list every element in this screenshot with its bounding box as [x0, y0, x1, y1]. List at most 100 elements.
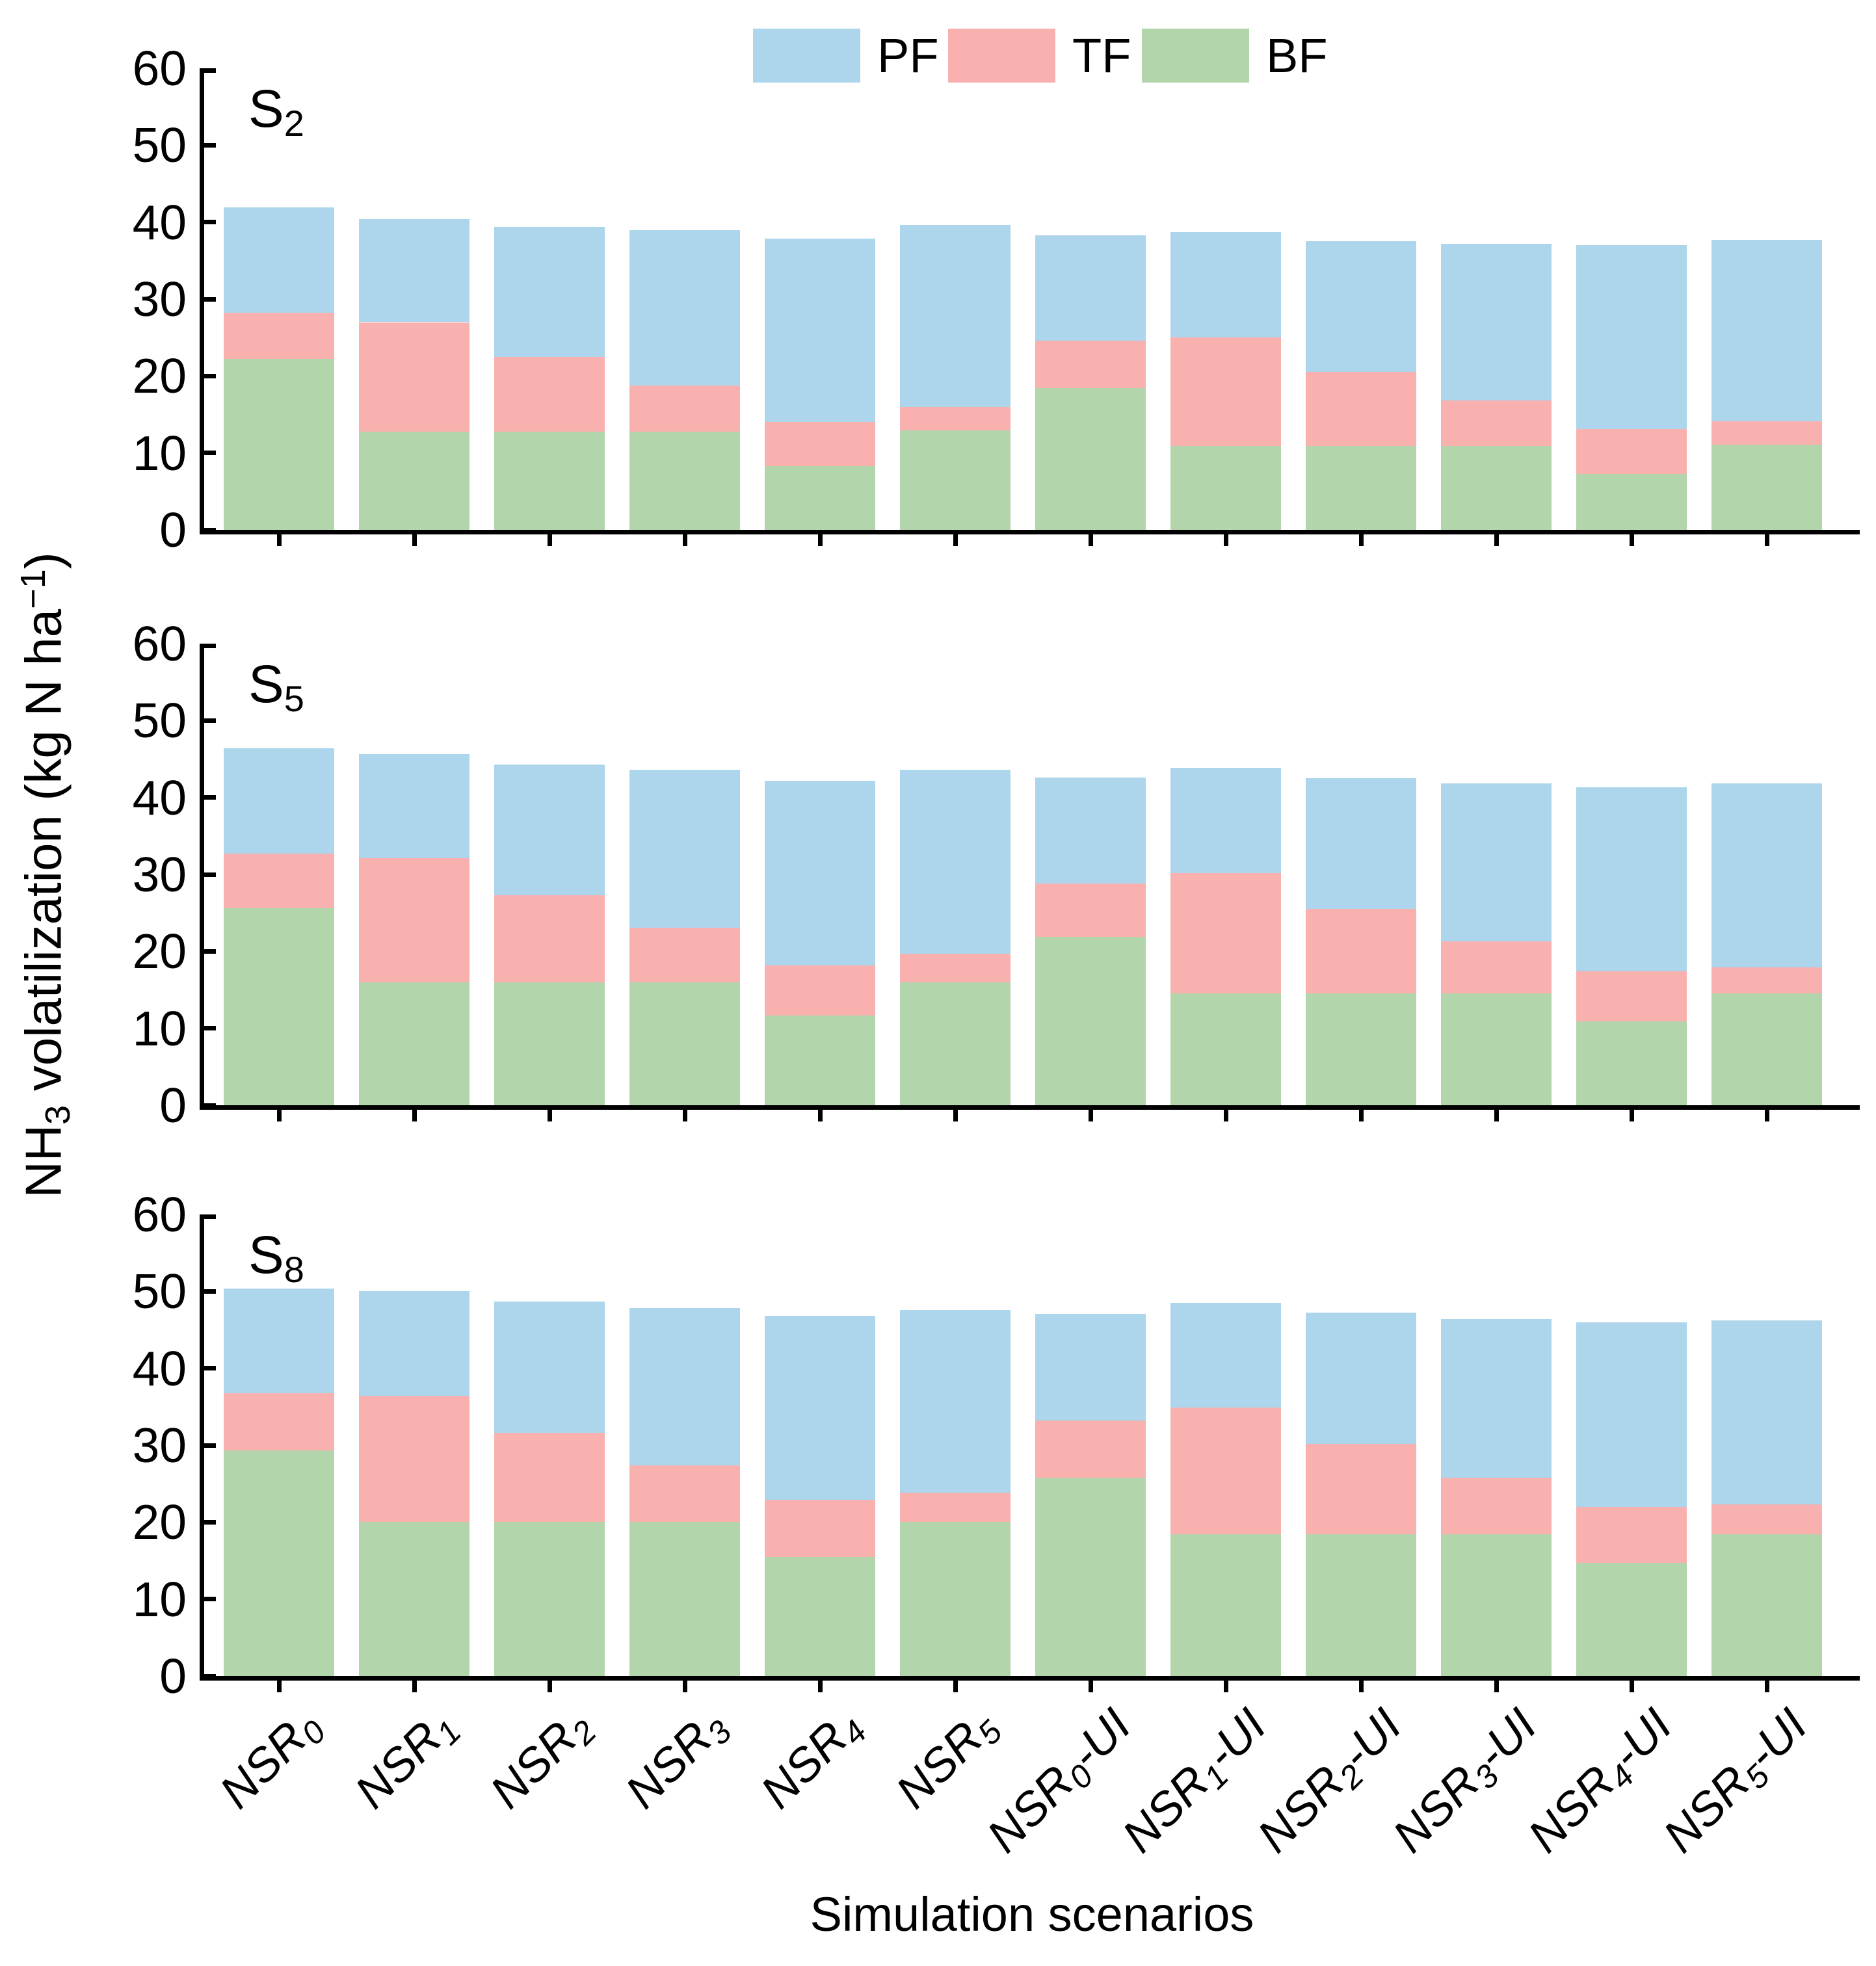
bar-segment-bf	[765, 1556, 875, 1676]
bar-segment-tf	[1035, 340, 1146, 389]
y-tick-label: 20	[132, 348, 187, 404]
bar-segment-tf	[494, 895, 605, 982]
bar-segment-bf	[224, 1450, 334, 1676]
bar-segment-bf	[224, 359, 334, 530]
bar-segment-bf	[1576, 1021, 1687, 1105]
bar-segment-tf	[224, 1393, 334, 1451]
legend-swatch-pf	[753, 29, 860, 83]
bar-segment-pf	[900, 770, 1011, 954]
x-tick	[817, 1110, 823, 1121]
x-category-label: NSR5-UI	[1654, 1699, 1819, 1865]
y-tick	[204, 451, 216, 456]
x-tick	[412, 1110, 417, 1121]
y-tick-label: 10	[132, 1001, 187, 1056]
bar-segment-bf	[1035, 1477, 1146, 1676]
y-tick-label: 10	[132, 1571, 187, 1627]
bar-segment-pf	[1576, 787, 1687, 972]
y-tick	[204, 142, 216, 148]
bar-segment-tf	[1035, 884, 1146, 937]
bar-segment-pf	[1576, 1322, 1687, 1507]
y-axis-title: NH3 volatilization (kg N ha−1)	[14, 420, 77, 1330]
y-tick	[204, 1289, 216, 1294]
x-tick	[953, 1110, 958, 1121]
bar-segment-pf	[1170, 232, 1281, 338]
bar-segment-tf	[224, 854, 334, 909]
x-axis-title: Simulation scenarios	[810, 1887, 1254, 1941]
x-tick	[412, 534, 417, 546]
x-category-label: NSR5	[886, 1701, 1009, 1820]
bar-segment-pf	[1441, 243, 1552, 401]
bar-segment-tf	[359, 858, 469, 982]
x-tick	[817, 1681, 823, 1692]
y-tick-label: 0	[159, 1078, 187, 1133]
x-tick	[1223, 534, 1228, 546]
legend-label: TF	[1072, 28, 1131, 83]
bar-segment-bf	[359, 982, 469, 1105]
bar-segment-pf	[1035, 1313, 1146, 1421]
bar-segment-tf	[1306, 909, 1416, 994]
y-tick-label: 20	[132, 1495, 187, 1550]
bar-segment-bf	[629, 431, 740, 530]
bar-segment-pf	[900, 1309, 1011, 1493]
chart-panel: S8	[200, 1214, 1860, 1681]
bar-segment-bf	[765, 465, 875, 530]
y-tick	[204, 1519, 216, 1525]
x-tick	[547, 1681, 552, 1692]
bar-segment-bf	[1711, 1534, 1822, 1676]
x-tick	[276, 534, 282, 546]
bar-segment-tf	[1576, 428, 1687, 474]
y-tick	[204, 1026, 216, 1031]
bar-segment-tf	[629, 927, 740, 982]
y-tick	[204, 795, 216, 800]
bar-segment-bf	[1441, 446, 1552, 530]
bar-segment-tf	[629, 1465, 740, 1523]
bar-segment-bf	[1170, 993, 1281, 1105]
bar-segment-tf	[1441, 1477, 1552, 1535]
bar-segment-bf	[629, 982, 740, 1105]
bar-segment-bf	[494, 1522, 605, 1676]
bar-segment-bf	[1306, 1534, 1416, 1676]
x-category-label: NSR1	[345, 1701, 468, 1820]
bar-segment-tf	[900, 953, 1011, 982]
panel-label: S8	[248, 1229, 304, 1288]
y-tick	[204, 1366, 216, 1371]
sup-text: −1	[14, 569, 53, 609]
y-tick	[204, 68, 216, 73]
panel-label: S2	[248, 83, 304, 142]
bar-segment-pf	[1306, 241, 1416, 373]
bar-segment-bf	[494, 982, 605, 1105]
bar-segment-bf	[1711, 993, 1822, 1105]
label-subscript: 5	[284, 678, 304, 719]
bar-segment-tf	[629, 385, 740, 432]
sub-text: 3	[38, 1105, 77, 1125]
bar-segment-tf	[1711, 1504, 1822, 1535]
x-tick	[276, 1110, 282, 1121]
x-tick	[1223, 1681, 1228, 1692]
bar-segment-pf	[1576, 245, 1687, 429]
x-tick	[547, 534, 552, 546]
y-tick	[204, 1673, 216, 1679]
text: volatilization (kg N ha	[14, 609, 72, 1105]
bar-segment-pf	[494, 1301, 605, 1434]
bar-segment-bf	[1170, 446, 1281, 530]
bar-segment-bf	[1441, 1534, 1552, 1676]
x-tick	[1764, 1110, 1769, 1121]
y-tick-label: 30	[132, 272, 187, 326]
bar-segment-tf	[1035, 1421, 1146, 1478]
bar-segment-bf	[900, 430, 1011, 530]
x-tick	[817, 534, 823, 546]
bar-segment-tf	[1170, 337, 1281, 446]
y-tick-label: 0	[159, 1649, 187, 1703]
x-tick	[682, 1110, 687, 1121]
y-tick	[204, 373, 216, 378]
bar-segment-tf	[1170, 1408, 1281, 1535]
bar-segment-bf	[1576, 473, 1687, 530]
x-tick	[1088, 1681, 1093, 1692]
bar-segment-tf	[494, 1433, 605, 1523]
bar-segment-bf	[1306, 993, 1416, 1105]
bar-segment-tf	[765, 422, 875, 466]
bar-segment-bf	[900, 1522, 1011, 1676]
x-tick	[1629, 534, 1634, 546]
x-tick	[1223, 1110, 1228, 1121]
